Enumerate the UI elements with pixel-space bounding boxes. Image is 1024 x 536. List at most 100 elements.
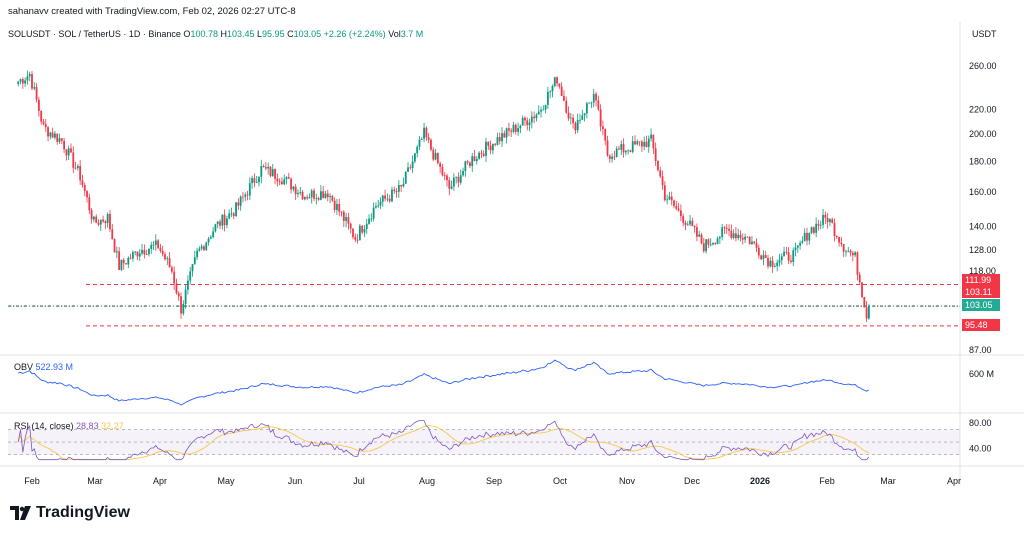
candle-body xyxy=(767,257,769,267)
candle-body xyxy=(283,179,286,185)
candle-body xyxy=(276,178,279,182)
candle-body xyxy=(654,148,657,161)
candle-body xyxy=(546,91,549,105)
candle-body xyxy=(615,148,618,158)
candle-body xyxy=(191,264,194,272)
candle-body xyxy=(845,251,847,253)
candle-body xyxy=(553,77,556,86)
low-label: L xyxy=(257,29,263,39)
candle-body xyxy=(452,177,455,187)
candle-body xyxy=(232,213,235,217)
candle-body xyxy=(618,148,620,150)
candle-body xyxy=(214,224,217,232)
candle-body xyxy=(581,115,584,120)
x-tick-label: Sep xyxy=(486,476,502,486)
candle-body xyxy=(448,180,451,189)
candle-body xyxy=(182,303,185,314)
candle-body xyxy=(530,116,533,123)
candle-body xyxy=(824,214,827,218)
candle-body xyxy=(560,86,563,96)
candle-body xyxy=(838,236,840,243)
candle-body xyxy=(677,208,680,211)
candle-body xyxy=(659,170,662,177)
candle-body xyxy=(287,177,290,179)
close-label: C xyxy=(287,29,294,39)
candle-body xyxy=(686,224,689,226)
candle-body xyxy=(508,128,510,131)
high-label: H xyxy=(220,29,227,39)
candle-body xyxy=(93,216,95,220)
candle-body xyxy=(120,259,123,270)
x-tick-label: Nov xyxy=(619,476,636,486)
candle-body xyxy=(668,196,671,200)
candle-body xyxy=(31,74,33,89)
candle-body xyxy=(475,158,478,162)
y-tick-label: 160.00 xyxy=(969,187,997,197)
candle-body xyxy=(180,296,182,314)
candle-body xyxy=(455,176,458,178)
candle-body xyxy=(127,257,130,265)
candle-body xyxy=(535,114,538,119)
candle-body xyxy=(336,203,338,210)
candle-body xyxy=(138,253,141,257)
candle-body xyxy=(294,186,297,195)
candle-body xyxy=(806,232,808,241)
candle-body xyxy=(785,251,788,253)
candle-body xyxy=(783,251,785,257)
candle-body xyxy=(588,102,591,104)
candle-body xyxy=(569,117,572,119)
candle-body xyxy=(358,225,361,240)
candle-body xyxy=(608,155,611,160)
candle-body xyxy=(595,93,597,101)
candle-body xyxy=(177,293,180,297)
candle-body xyxy=(290,178,292,190)
candle-body xyxy=(333,200,336,210)
candle-body xyxy=(370,218,373,220)
candle-body xyxy=(239,196,242,206)
candle-body xyxy=(622,144,625,153)
candle-body xyxy=(663,185,666,201)
candle-body xyxy=(822,214,824,225)
candle-body xyxy=(216,221,219,225)
candle-body xyxy=(574,123,577,131)
upper-level-tag: 111.99 xyxy=(962,274,1000,286)
candle-body xyxy=(306,197,309,199)
candle-body xyxy=(106,213,109,223)
candle-body xyxy=(592,93,595,103)
candle-body xyxy=(356,239,359,241)
candle-body xyxy=(37,99,40,111)
y-tick-label: 180.00 xyxy=(969,156,997,166)
candle-body xyxy=(74,167,77,169)
candle-body xyxy=(491,143,494,151)
candle-body xyxy=(308,197,311,199)
candle-body xyxy=(310,190,313,198)
candle-body xyxy=(150,244,153,249)
candle-body xyxy=(414,153,416,162)
candle-body xyxy=(368,218,370,224)
candle-body xyxy=(689,220,691,225)
candle-body xyxy=(803,232,806,242)
candle-body xyxy=(627,150,630,152)
x-tick-label: Mar xyxy=(880,476,896,486)
candle-body xyxy=(473,156,476,162)
candle-body xyxy=(313,190,315,199)
candle-body xyxy=(826,217,829,223)
candle-body xyxy=(432,149,435,160)
candle-body xyxy=(650,134,652,139)
candle-body xyxy=(274,169,276,179)
candle-body xyxy=(489,145,492,151)
candle-body xyxy=(620,144,623,150)
candle-body xyxy=(164,254,166,260)
candle-body xyxy=(732,233,735,238)
candle-body xyxy=(95,216,98,223)
candle-body xyxy=(730,230,733,238)
candle-body xyxy=(397,185,400,192)
candle-body xyxy=(297,192,299,195)
candle-body xyxy=(260,166,263,177)
candle-body xyxy=(863,297,866,308)
candle-body xyxy=(817,223,820,226)
candle-body xyxy=(40,110,43,122)
close-value: 103.05 xyxy=(293,29,322,39)
candle-body xyxy=(28,74,31,77)
